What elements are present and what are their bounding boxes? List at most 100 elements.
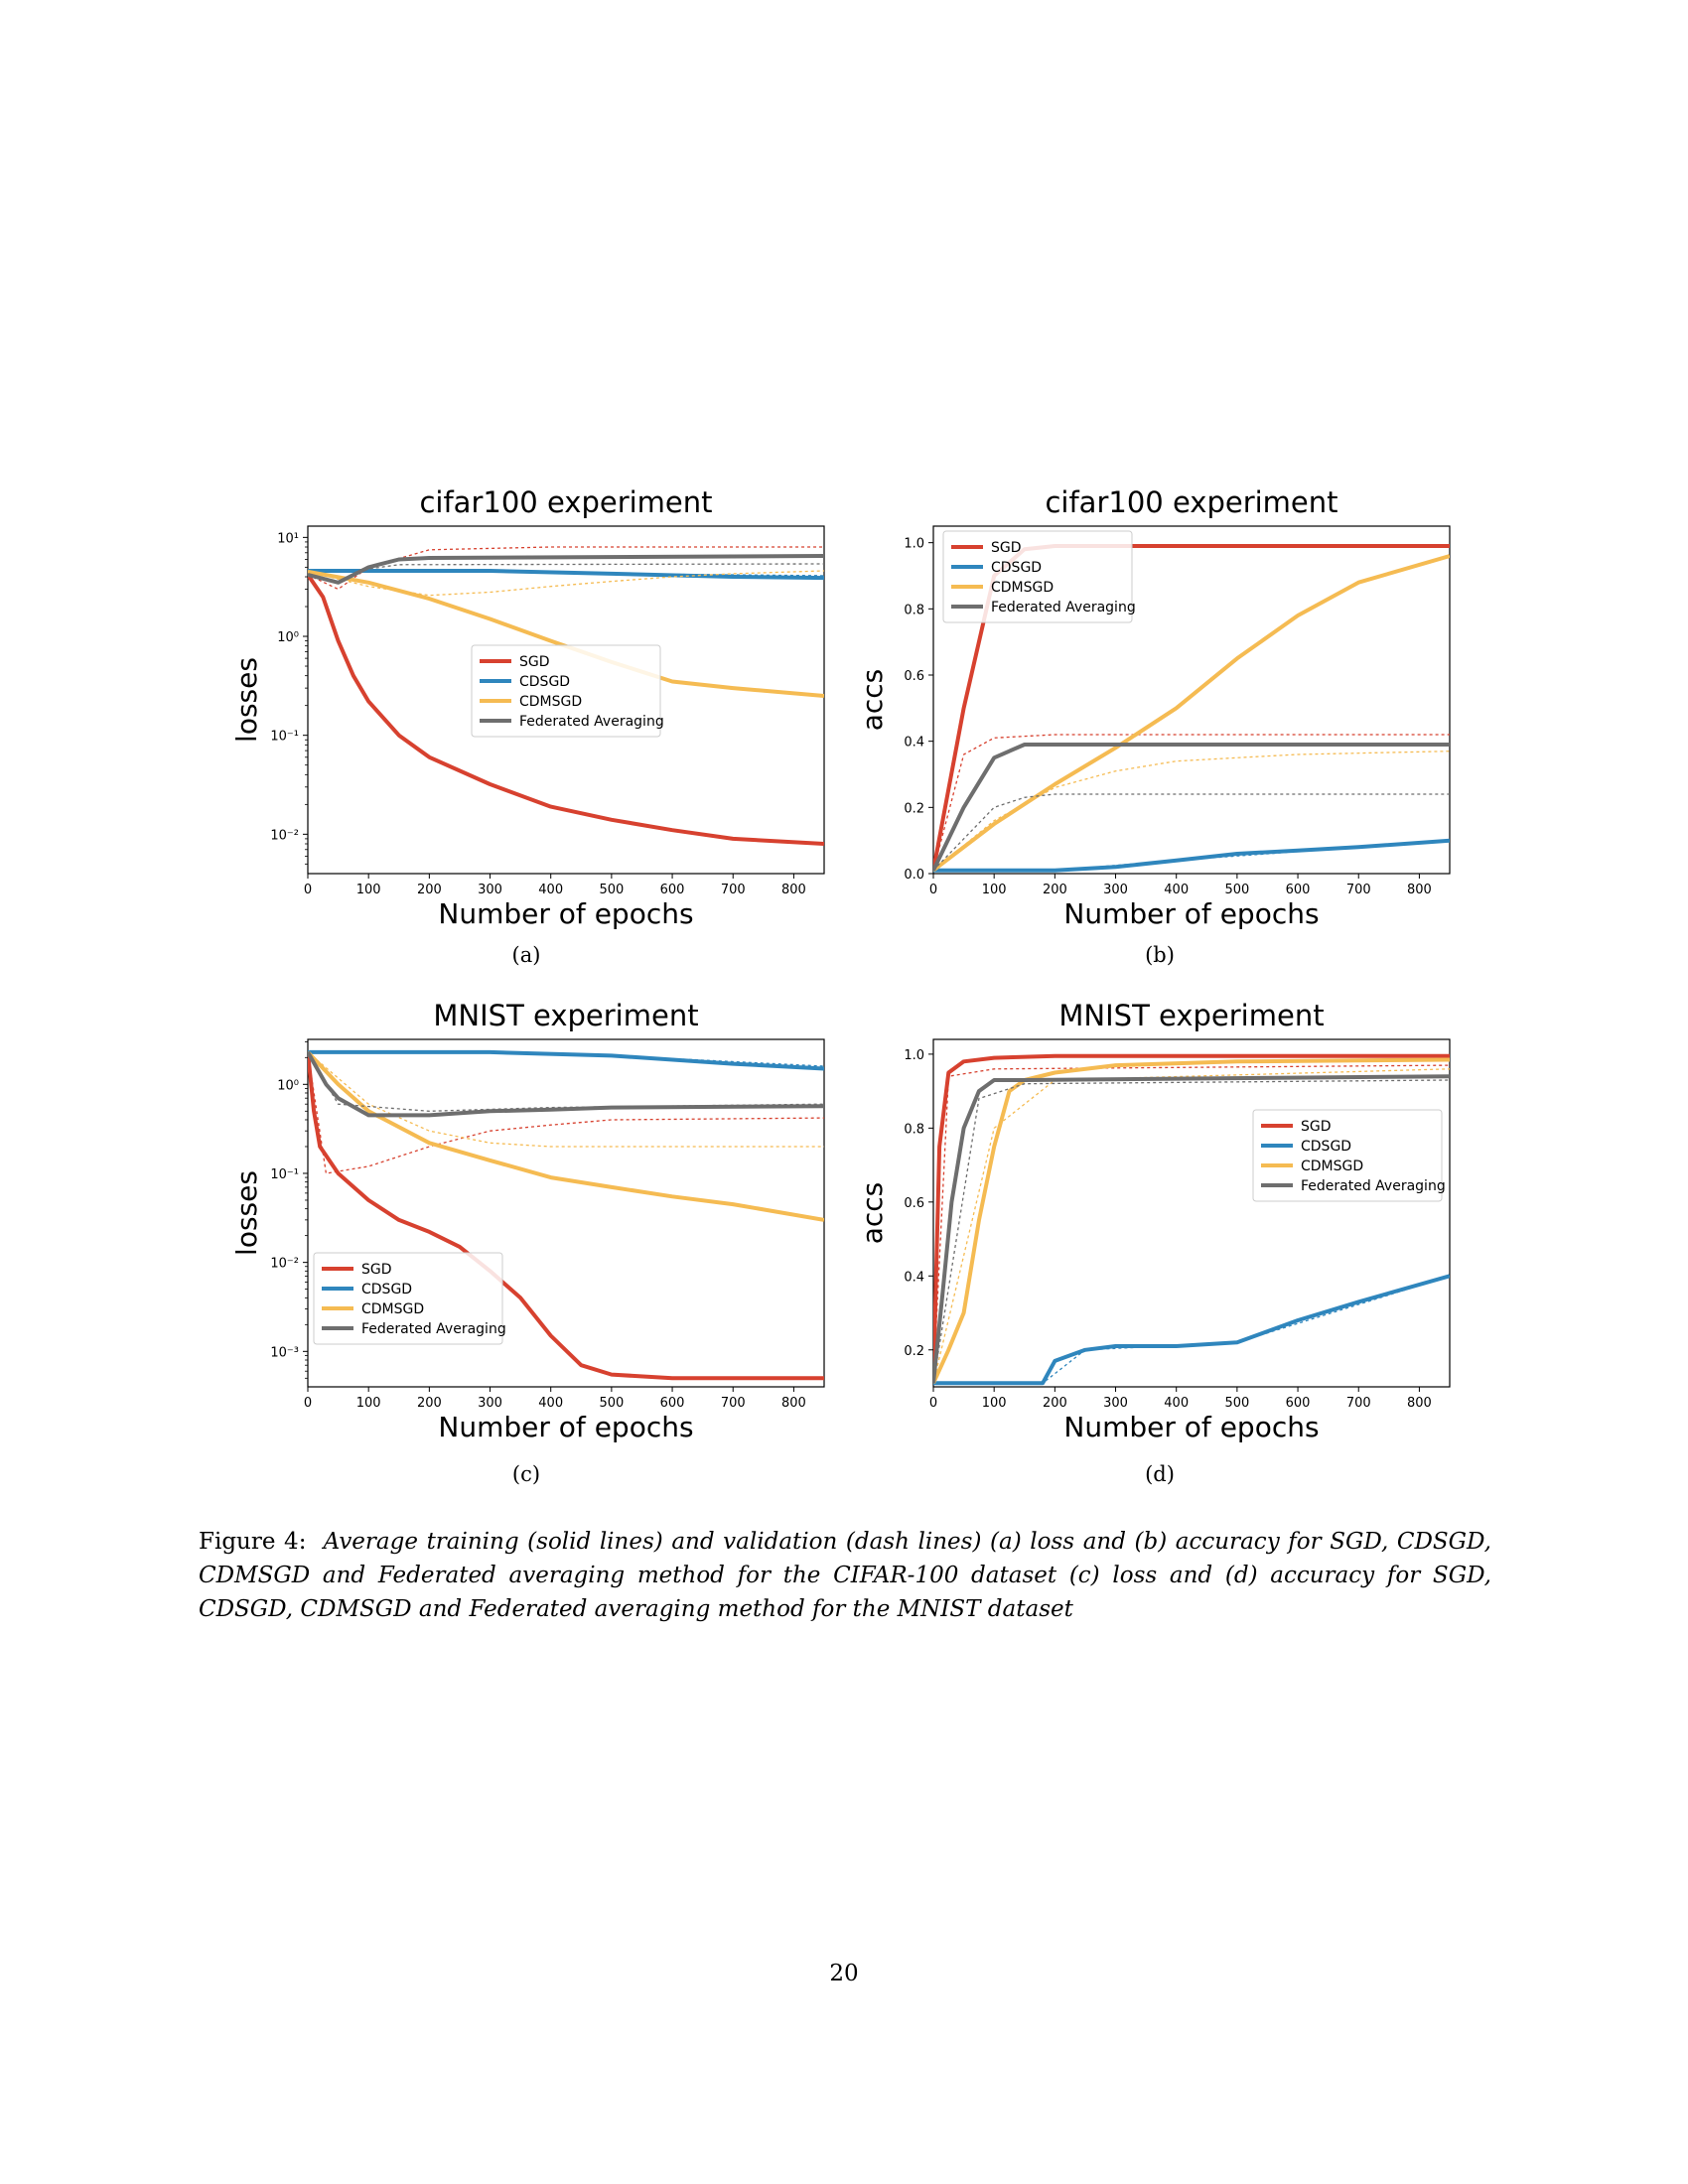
subcaption-a: (a) [511,943,541,967]
x-tick-label: 200 [1043,1396,1067,1411]
x-tick-label: 600 [1286,1396,1311,1411]
legend-label-cdsgd: CDSGD [519,674,570,690]
legend: SGD CDSGD CDMSGD Federated Averaging [1252,1109,1446,1202]
series-federated-averaging-validation-line [933,1079,1450,1384]
x-axis-label: Number of epochs [438,1411,693,1443]
series-sgd-training-line [308,573,824,846]
series-cdmsgd-training-line [933,1057,1450,1385]
legend-label-sgd: SGD [519,654,550,670]
legend-label-sgd: SGD [1301,1119,1332,1135]
series-cdmsgd-training-line [308,1050,824,1222]
x-tick-label: 500 [599,883,624,897]
y-axis-label: losses [230,657,263,743]
legend-label-cdsgd: CDSGD [361,1282,412,1297]
x-tick-label: 400 [538,883,563,897]
series-federated-averaging-training-line [933,1074,1450,1384]
caption-lead: Figure 4: [199,1529,307,1555]
legend: SGD CDSGD CDMSGD Federated Averaging [942,530,1136,623]
y-tick-label: 10¹ [277,531,299,546]
y-axis-label: losses [230,1170,263,1256]
x-tick-label: 0 [304,1396,312,1411]
y-tick-label: 0.8 [904,1122,924,1137]
chart-title: MNIST experiment [433,999,698,1032]
series-federated-averaging-validation-line [933,793,1450,872]
chart-title: cifar100 experiment [419,485,712,519]
legend-label-sgd: SGD [361,1262,392,1278]
x-tick-label: 500 [1224,883,1249,897]
legend-box [942,530,1133,623]
x-tick-label: 0 [929,883,937,897]
x-tick-label: 800 [781,1396,806,1411]
series-cdsgd-validation-line [933,1275,1450,1384]
series-sgd-validation-line [933,734,1450,871]
x-tick-label: 400 [1164,883,1189,897]
x-axis-label: Number of epochs [438,897,693,930]
x-tick-label: 700 [1346,883,1371,897]
x-tick-label: 300 [478,883,502,897]
legend-label-federated-averaging: Federated Averaging [519,714,664,730]
x-tick-label: 800 [1407,1396,1432,1411]
chart-c-mnist-loss: MNIST experiment 0 100 200 300 400 500 600 700 80… [230,999,825,1443]
legend-label-cdmsgd: CDMSGD [1301,1159,1363,1174]
plot-frame [932,525,1451,875]
x-tick-label: 600 [660,883,685,897]
x-tick-label: 800 [781,883,806,897]
x-tick-label: 100 [356,883,381,897]
series-federated-averaging-validation-line [308,1051,824,1112]
series-group [308,546,824,846]
series-cdsgd-training-line [933,1274,1450,1386]
legend: SGD CDSGD CDMSGD Federated Averaging [471,644,664,738]
legend-label-sgd: SGD [991,540,1022,556]
chart-title: cifar100 experiment [1045,485,1337,519]
y-tick-label: 1.0 [904,537,924,552]
x-tick-label: 100 [982,883,1007,897]
y-tick-label: 10⁻² [270,828,299,843]
y-tick-label: 0.0 [904,868,924,883]
y-tick-label: 10⁻² [270,1257,299,1272]
x-tick-label: 700 [1346,1396,1371,1411]
figure-caption: Figure 4: Average training (solid lines)… [199,1525,1491,1626]
series-federated-averaging-training-line [308,554,824,585]
y-tick-label: 0.4 [904,1270,924,1285]
series-federated-averaging-training-line [933,743,1450,872]
caption-body: Average training (solid lines) and valid… [199,1529,1491,1622]
x-tick-label: 300 [1103,883,1128,897]
x-tick-label: 400 [1164,1396,1189,1411]
x-tick-label: 300 [1103,1396,1128,1411]
series-sgd-validation-line [308,1051,824,1174]
x-tick-label: 700 [721,1396,746,1411]
y-axis-label: accs [856,669,889,732]
y-tick-label: 10⁻¹ [270,1167,299,1182]
legend-label-federated-averaging: Federated Averaging [361,1321,506,1337]
x-tick-label: 0 [304,883,312,897]
y-tick-label: 10⁻³ [270,1345,299,1360]
y-tick-label: 10⁰ [277,630,299,645]
chart-a-cifar100-loss: cifar100 experiment 0 100 200 300 400 500 600 70… [230,485,825,930]
chart-title: MNIST experiment [1058,999,1324,1032]
legend-label-cdmsgd: CDMSGD [361,1301,424,1317]
series-federated-averaging-training-line [308,1050,824,1118]
y-tick-label: 1.0 [904,1048,924,1063]
x-tick-label: 400 [538,1396,563,1411]
y-tick-label: 0.6 [904,669,924,684]
y-tick-label: 0.8 [904,603,924,617]
x-tick-label: 500 [1224,1396,1249,1411]
x-tick-label: 600 [660,1396,685,1411]
series-sgd-training-line [933,1053,1450,1384]
y-tick-label: 0.4 [904,736,924,751]
y-tick-label: 0.6 [904,1196,924,1211]
series-cdmsgd-validation-line [308,1051,824,1148]
plot-frame [307,1038,825,1388]
series-cdmsgd-training-line [308,569,824,698]
x-tick-label: 300 [478,1396,502,1411]
x-axis-label: Number of epochs [1063,1411,1319,1443]
subcaption-c: (c) [511,1462,541,1486]
legend: SGD CDSGD CDMSGD Federated Averaging [313,1252,506,1345]
x-tick-label: 500 [599,1396,624,1411]
y-tick-label: 0.2 [904,801,924,816]
subcaption-b: (b) [1145,943,1175,967]
legend-box [1252,1109,1443,1202]
series-cdsgd-training-line [308,1049,824,1071]
series-cdsgd-training-line [308,569,824,581]
x-tick-label: 200 [417,1396,442,1411]
